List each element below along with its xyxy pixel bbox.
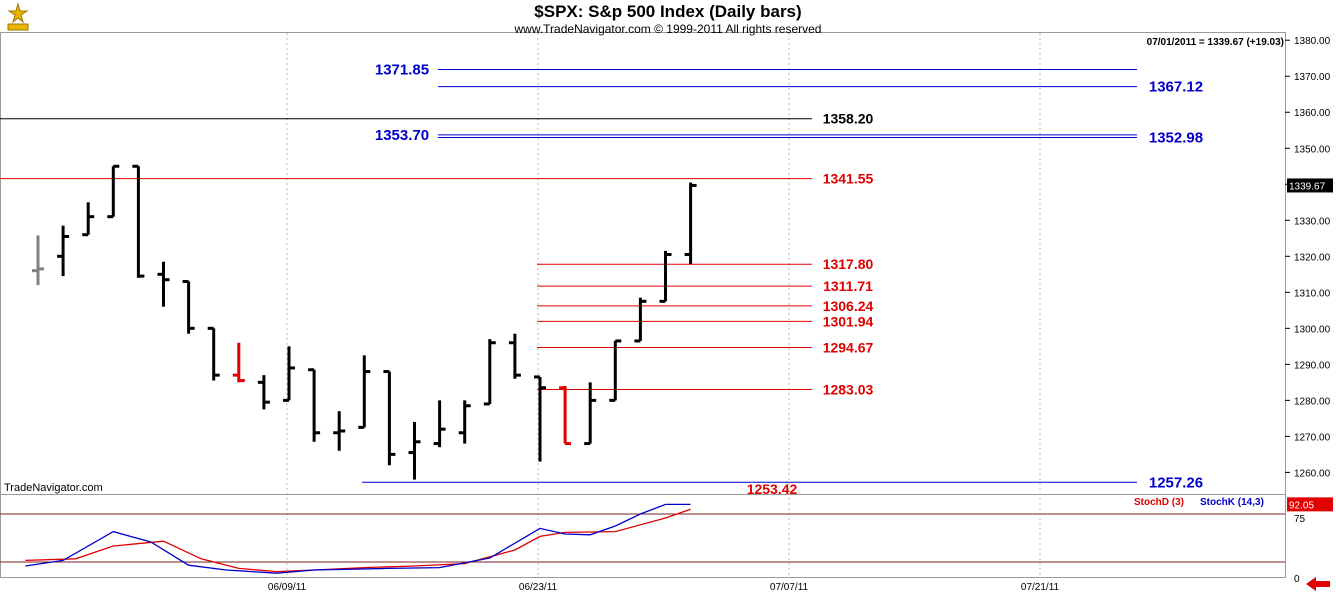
ohlc-bar [534,375,546,462]
level-label: 1306.24 [823,298,874,314]
ohlc-bar [132,164,145,278]
last-price-marker [1287,178,1333,193]
stochd-legend: StochD (3) [1134,497,1184,508]
stoch-last-marker [1287,497,1333,512]
watermark: TradeNavigator.com [4,482,103,494]
ohlc-bar [508,333,521,379]
level-label: 1358.20 [823,111,874,127]
level-label: 1371.85 [375,62,429,79]
last-price-info: 07/01/2011 = 1339.67 (+19.03) [1146,37,1284,48]
ohlc-bar [358,355,371,429]
stoch-last-label: 92.05 [1289,500,1314,511]
scroll-left-arrow-icon[interactable] [1304,576,1332,592]
ohlc-bar [408,421,421,480]
ohlc-bar [458,400,471,444]
level-label: 1301.94 [823,313,874,329]
level-label: 1283.03 [823,381,874,397]
price-tick-label: 1290.00 [1294,360,1331,371]
level-label: 1311.71 [823,278,873,294]
level-label: 1352.98 [1149,130,1203,147]
ohlc-bar [232,342,245,383]
date-tick-label: 06/23/11 [519,582,558,593]
ohlc-bar [207,326,220,381]
trade-navigator-logo-icon [4,2,32,32]
price-axis[interactable]: 1260.00 1270.00 1280.00 1290.00 1300.00 1310.… [1285,36,1333,585]
level-label: 1257.26 [1149,474,1203,491]
ohlc-bar [57,225,70,277]
price-tick-label: 1370.00 [1294,72,1331,83]
chart-title: $SPX: S&p 500 Index (Daily bars) [534,2,802,21]
date-tick-label: 07/07/11 [770,582,809,593]
price-tick-label: 1260.00 [1294,468,1331,479]
ohlc-bar [659,250,672,303]
ohlc-bar [634,297,647,343]
stoch-series-line [25,508,691,573]
ohlc-bar [609,339,622,402]
level-label: 1353.70 [375,127,429,144]
stoch-tick-label: 0 [1294,574,1300,585]
ohlc-bar [584,382,597,446]
ohlc-bar [333,411,346,451]
price-tick-label: 1320.00 [1294,252,1331,263]
level-label: 1317.80 [823,256,874,272]
ohlc-bar [383,370,396,466]
ohlc-bar [483,339,496,406]
date-tick-label: 06/09/11 [268,582,307,593]
grid-lines [286,33,1041,578]
level-label: 1367.12 [1149,79,1203,96]
level-label: 1253.42 [747,481,798,497]
price-tick-label: 1350.00 [1294,144,1331,155]
ohlc-bar [684,182,697,265]
date-axis[interactable]: 06/09/11 06/23/11 07/07/11 07/21/11 [268,582,1060,593]
ohlc-bar [107,164,120,219]
price-tick-label: 1280.00 [1294,396,1331,407]
price-tick-label: 1330.00 [1294,216,1331,227]
price-panel-frame [0,32,1286,495]
ohlc-bar [157,261,170,307]
level-label: 1294.67 [823,340,874,356]
price-bars [32,164,697,480]
ohlc-bar [433,400,446,448]
stochastic-lines [0,503,1285,574]
level-label: 1341.55 [823,171,874,187]
price-tick-label: 1360.00 [1294,108,1331,119]
ohlc-bar [32,235,44,286]
copyright-text: www.TradeNavigator.com © 1999-2011 All r… [514,22,822,36]
price-tick-label: 1300.00 [1294,324,1331,335]
ohlc-bar [308,368,321,442]
price-tick-label: 1380.00 [1294,36,1331,47]
price-tick-label: 1310.00 [1294,288,1331,299]
ohlc-bar [82,202,95,237]
stochk-legend: StochK (14,3) [1200,497,1264,508]
ohlc-bar [283,346,295,402]
price-tick-label: 1270.00 [1294,432,1331,443]
ohlc-bar [257,375,270,410]
ohlc-bar [559,385,572,446]
stoch-tick-label: 75 [1294,514,1306,525]
stoch-series-line [25,503,691,574]
last-price-label: 1339.67 [1289,181,1326,192]
indicator-panel-frame [0,494,1286,578]
level-lines: 1371.85 1367.12 1358.20 1353.70 1352.98 1341.… [0,62,1203,497]
date-tick-label: 07/21/11 [1021,582,1060,593]
ohlc-bar [182,280,195,334]
